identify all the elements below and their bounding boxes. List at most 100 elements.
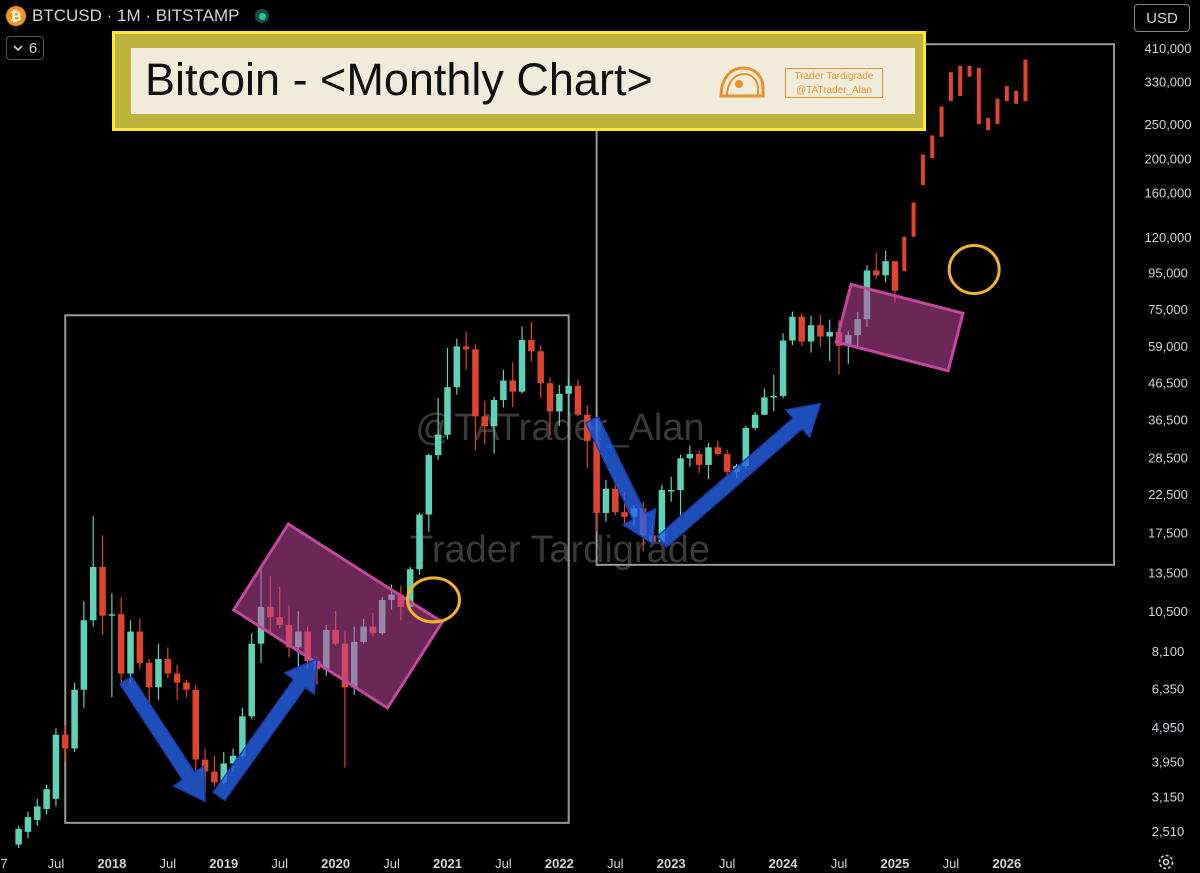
candle-body xyxy=(826,331,833,337)
candle-body xyxy=(108,614,116,616)
time-tick-label: 2024 xyxy=(769,856,799,871)
candle-body xyxy=(462,346,470,350)
candle-body xyxy=(789,316,796,341)
price-tick-label: 330,000 xyxy=(1145,74,1192,89)
candle xyxy=(789,311,796,346)
down-arrow-2 xyxy=(584,415,657,545)
symbol-label[interactable]: BTCUSD · 1M · BITSTAMP xyxy=(32,6,240,25)
candle-body xyxy=(99,567,106,616)
candle-body xyxy=(761,397,768,415)
candle xyxy=(34,798,41,826)
candle xyxy=(453,338,461,395)
time-tick-label: 2023 xyxy=(657,856,686,871)
candle-body xyxy=(742,427,750,467)
time-tick-label: Jul xyxy=(607,856,624,871)
time-tick-label: 2018 xyxy=(97,856,126,871)
candle-body xyxy=(117,614,125,674)
time-tick-label: 2025 xyxy=(880,856,909,871)
candle xyxy=(695,450,703,474)
indicators-toggle[interactable]: 6 xyxy=(6,36,44,60)
time-tick-label: 2021 xyxy=(433,856,462,871)
candle-body xyxy=(192,689,200,760)
candle-body xyxy=(239,716,246,756)
market-status-icon xyxy=(255,9,270,23)
projection-bar xyxy=(948,72,953,102)
candle-body xyxy=(677,458,684,491)
candle xyxy=(686,445,694,467)
candle xyxy=(779,333,787,399)
candle xyxy=(593,440,600,532)
down-arrow-1 xyxy=(118,675,206,803)
price-tick-label: 10,500 xyxy=(1148,604,1188,619)
candle xyxy=(770,374,778,412)
candle xyxy=(15,825,22,848)
candle-body xyxy=(183,682,190,690)
candle xyxy=(705,442,712,480)
candle-body xyxy=(472,349,479,417)
time-tick-label: Jul xyxy=(383,856,400,871)
candle-body xyxy=(817,325,824,337)
candle xyxy=(24,811,32,839)
candle xyxy=(80,601,88,708)
candle-body xyxy=(490,399,498,427)
settings-gear-icon[interactable] xyxy=(1157,853,1175,871)
candle-body xyxy=(155,658,162,688)
price-tick-label: 3,950 xyxy=(1152,754,1185,769)
candle-body xyxy=(145,662,153,688)
candle-body xyxy=(481,416,489,427)
candle xyxy=(89,516,97,627)
candle-body xyxy=(173,673,181,683)
author-badge: Trader Tardigrade @TATrader_Alan xyxy=(785,68,883,98)
time-tick-label: 2020 xyxy=(321,856,350,871)
candle-body xyxy=(518,340,526,392)
candle xyxy=(239,707,246,758)
price-tick-label: 4,950 xyxy=(1152,720,1185,735)
candle-body xyxy=(891,261,899,291)
time-tick-label-edge: 7 xyxy=(0,856,7,871)
time-tick-label: Jul xyxy=(48,856,65,871)
symbol-header[interactable]: ₿ BTCUSD · 1M · BITSTAMP xyxy=(6,5,270,27)
candle xyxy=(574,379,582,416)
candle xyxy=(99,535,106,635)
candle-body xyxy=(80,620,88,690)
chevron-down-icon xyxy=(13,44,23,51)
title-banner: Bitcoin - <Monthly Chart> Trader Tardigr… xyxy=(112,31,926,131)
candle xyxy=(155,643,162,700)
candle-body xyxy=(127,631,134,674)
indicator-count: 6 xyxy=(28,39,38,57)
breakout-circle-1 xyxy=(405,576,461,624)
candle xyxy=(817,315,824,347)
candle xyxy=(798,313,805,346)
candle-body xyxy=(24,817,32,832)
candle xyxy=(108,593,116,698)
candle xyxy=(43,784,50,815)
price-tick-label: 59,000 xyxy=(1148,339,1188,354)
candle xyxy=(117,597,125,685)
candle-body xyxy=(770,395,778,398)
projection-bar xyxy=(986,117,991,131)
candle xyxy=(546,377,554,436)
price-tick-label: 120,000 xyxy=(1145,230,1192,245)
candle xyxy=(518,326,526,394)
candle xyxy=(71,682,78,753)
candle xyxy=(537,345,544,398)
candle-body xyxy=(211,771,218,783)
candle xyxy=(62,725,69,762)
currency-selector[interactable]: USD xyxy=(1134,4,1190,32)
price-tick-label: 410,000 xyxy=(1145,41,1192,56)
price-tick-label: 160,000 xyxy=(1145,186,1192,201)
candle xyxy=(416,512,423,575)
badge-name: Trader Tardigrade xyxy=(794,71,874,82)
candle-body xyxy=(453,346,461,388)
projection-bar xyxy=(976,67,981,124)
candle-body xyxy=(723,454,731,472)
candle-body xyxy=(229,755,237,764)
price-tick-label: 46,500 xyxy=(1148,375,1188,390)
candle-body xyxy=(751,414,759,428)
price-tick-label: 6,350 xyxy=(1152,682,1185,697)
time-tick-label: Jul xyxy=(495,856,512,871)
candle-body xyxy=(71,689,78,749)
candle xyxy=(882,250,889,283)
candle-body xyxy=(34,806,41,820)
